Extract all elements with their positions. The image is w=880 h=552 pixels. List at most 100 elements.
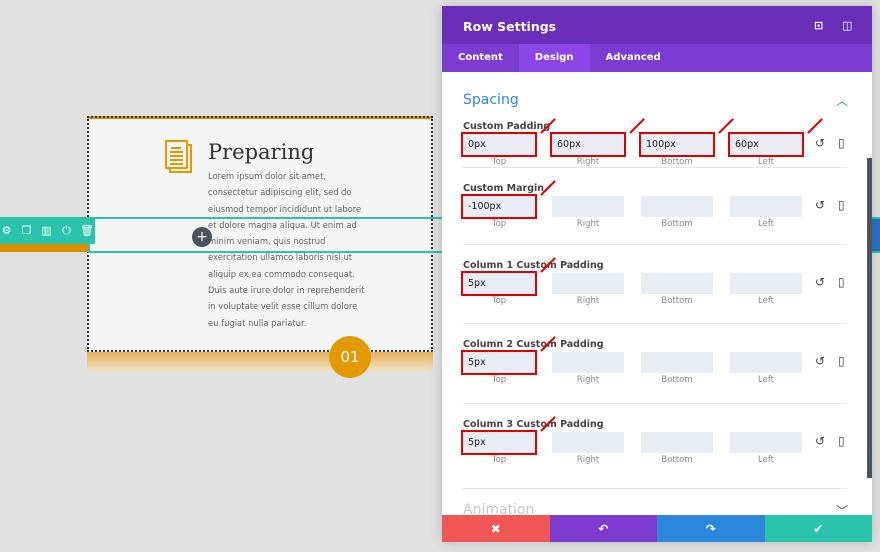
spacing-field: Left [730, 196, 802, 229]
section-animation-title[interactable]: Animation [463, 502, 535, 518]
undo-button[interactable]: ↶ [549, 515, 657, 542]
row-strip [0, 244, 88, 252]
step-badge: 01 [329, 336, 371, 378]
side-label: Top [491, 157, 507, 167]
spacing-field: 60px Left [728, 132, 804, 167]
spacing-field: Left [730, 432, 802, 465]
add-module-button[interactable]: + [192, 227, 212, 247]
scrollbar[interactable] [867, 158, 872, 478]
spacing-group: Custom Padding 0px Top 60px Right 100px … [461, 118, 847, 170]
chevron-down-icon[interactable]: ﹀ [835, 504, 848, 518]
reset-icon[interactable]: ↺ [815, 434, 826, 448]
preview-card [87, 116, 433, 352]
reset-icon[interactable]: ↺ [815, 136, 826, 150]
side-label: Right [576, 296, 600, 306]
document-icon [165, 140, 192, 173]
left-input[interactable] [730, 273, 802, 294]
top-input[interactable]: 5px [461, 350, 537, 375]
preview-body: Lorem ipsum dolor sit amet, consectetur … [208, 171, 365, 328]
preview-title: Preparing [208, 140, 315, 164]
divider [463, 403, 847, 404]
side-label: Right [576, 375, 600, 385]
divider [463, 323, 847, 324]
tab-content[interactable]: Content [458, 52, 503, 63]
spacing-field: Right [552, 432, 624, 465]
bottom-input[interactable]: 100px [639, 132, 715, 157]
top-input[interactable]: 0px [461, 132, 537, 157]
mobile-icon[interactable]: ▯ [838, 275, 845, 289]
divider [463, 244, 847, 245]
mobile-icon[interactable]: ▯ [838, 354, 845, 368]
spacing-field: -100px Top [461, 194, 537, 229]
spacing-field: Left [730, 352, 802, 385]
spacing-field: Bottom [641, 196, 713, 229]
mobile-icon[interactable]: ▯ [838, 434, 845, 448]
cancel-button[interactable]: ✖ [442, 515, 550, 542]
bottom-input[interactable] [641, 432, 713, 453]
right-input[interactable] [552, 432, 624, 453]
left-input[interactable] [730, 352, 802, 373]
columns-icon[interactable]: ▥ [41, 224, 52, 237]
spacing-field: Bottom [641, 352, 713, 385]
duplicate-icon[interactable]: ❐ [21, 224, 32, 237]
divider [463, 488, 847, 489]
panel-tabs: Content Design Advanced [442, 44, 872, 72]
right-input[interactable] [552, 273, 624, 294]
card-footer-fade [87, 352, 433, 372]
group-label: Column 3 Custom Padding [463, 419, 604, 430]
reset-icon[interactable]: ↺ [815, 198, 826, 212]
top-input[interactable]: -100px [461, 194, 537, 219]
side-label: Top [491, 375, 507, 385]
side-label: Bottom [661, 375, 693, 385]
chevron-up-icon[interactable]: ︿ [835, 94, 848, 108]
section-spacing-title[interactable]: Spacing [463, 92, 519, 108]
right-input[interactable] [552, 352, 624, 373]
save-icon[interactable]: ⏻ [62, 223, 71, 237]
group-label: Custom Padding [463, 121, 551, 132]
side-label: Top [491, 219, 507, 229]
spacing-field: 0px Top [461, 132, 537, 167]
save-button[interactable]: ✔ [764, 515, 872, 542]
redo-button[interactable]: ↷ [657, 515, 765, 542]
tab-design[interactable]: Design [518, 44, 590, 72]
reset-icon[interactable]: ↺ [815, 354, 826, 368]
tab-advanced[interactable]: Advanced [605, 52, 661, 63]
right-input[interactable]: 60px [550, 132, 626, 157]
spacing-field: 5px Top [461, 271, 537, 306]
reset-icon[interactable]: ↺ [815, 275, 826, 289]
side-label: Bottom [661, 296, 693, 306]
mobile-icon[interactable]: ▯ [838, 136, 845, 150]
spacing-field: Right [552, 196, 624, 229]
right-input[interactable] [552, 196, 624, 217]
spacing-group: Column 1 Custom Padding 5px Top Right Bo… [461, 257, 847, 309]
left-input[interactable]: 60px [728, 132, 804, 157]
left-input[interactable] [730, 432, 802, 453]
top-input[interactable]: 5px [461, 271, 537, 296]
spacing-field: 5px Top [461, 350, 537, 385]
row-settings-panel: Row Settings ⊡ ◫ Content Design Advanced… [442, 6, 872, 542]
side-label: Bottom [661, 455, 693, 465]
sidebar-toggle-icon[interactable]: ◫ [842, 19, 853, 32]
mobile-icon[interactable]: ▯ [838, 198, 845, 212]
group-label: Custom Margin [463, 183, 545, 194]
side-label: Left [758, 219, 774, 229]
side-label: Right [576, 157, 600, 167]
group-label: Column 2 Custom Padding [463, 339, 604, 350]
bottom-input[interactable] [641, 273, 713, 294]
side-label: Left [758, 375, 774, 385]
bottom-input[interactable] [641, 352, 713, 373]
top-input[interactable]: 5px [461, 430, 537, 455]
bottom-input[interactable] [641, 196, 713, 217]
divider [463, 167, 847, 168]
spacing-field: 60px Right [550, 132, 626, 167]
spacing-field: Bottom [641, 432, 713, 465]
fullscreen-icon[interactable]: ⊡ [814, 19, 824, 32]
group-label: Column 1 Custom Padding [463, 260, 604, 271]
spacing-field: Right [552, 273, 624, 306]
side-label: Left [758, 296, 774, 306]
spacing-field: Bottom [641, 273, 713, 306]
left-input[interactable] [730, 196, 802, 217]
spacing-group: Column 2 Custom Padding 5px Top Right Bo… [461, 336, 847, 388]
gear-icon[interactable]: ⚙ [1, 224, 12, 237]
trash-icon[interactable]: 🗑 [80, 224, 94, 237]
